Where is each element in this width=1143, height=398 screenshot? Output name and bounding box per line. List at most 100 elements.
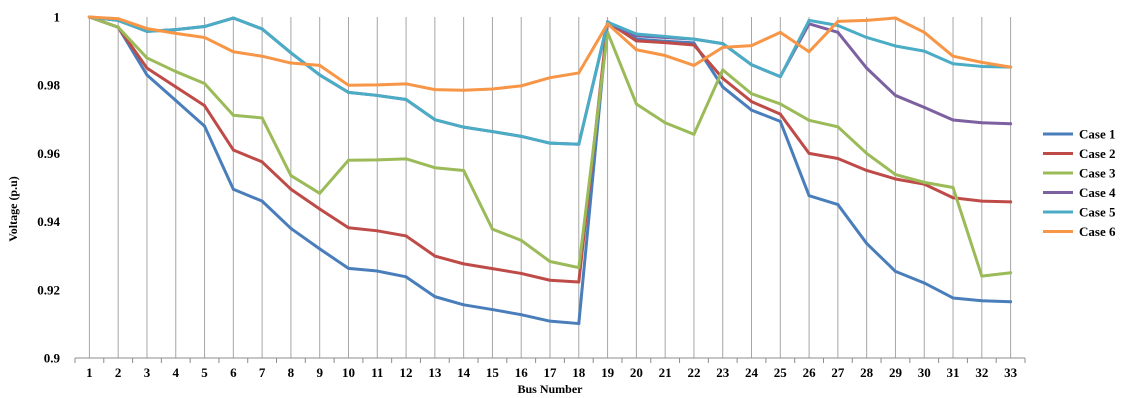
data-point: [318, 63, 322, 67]
data-point: [490, 227, 494, 231]
data-point: [951, 296, 955, 300]
data-point: [663, 121, 667, 125]
data-point: [375, 83, 379, 87]
data-point: [548, 76, 552, 80]
data-point: [346, 226, 350, 230]
data-point: [203, 25, 207, 29]
data-point: [174, 99, 178, 103]
data-point: [433, 88, 437, 92]
x-tick-label: 28: [860, 365, 874, 380]
data-point: [1009, 300, 1013, 304]
data-point: [289, 61, 293, 65]
data-point: [203, 124, 207, 128]
data-point: [980, 60, 984, 64]
data-point: [145, 56, 149, 60]
data-point: [289, 226, 293, 230]
data-point: [721, 68, 725, 72]
data-point: [951, 118, 955, 122]
x-tick-label: 32: [975, 365, 988, 380]
data-point: [174, 85, 178, 89]
data-point: [750, 92, 754, 96]
x-tick-label: 9: [316, 365, 323, 380]
data-point: [375, 158, 379, 162]
data-point: [893, 93, 897, 97]
x-tick-label: 25: [774, 365, 788, 380]
data-point: [750, 100, 754, 104]
data-point: [519, 313, 523, 317]
data-point: [433, 166, 437, 170]
data-point: [634, 48, 638, 52]
y-tick-label: 0.96: [37, 146, 60, 161]
data-point: [721, 85, 725, 89]
data-point: [231, 50, 235, 54]
x-tick-label: 14: [457, 365, 471, 380]
x-tick-label: 29: [889, 365, 903, 380]
data-point: [462, 303, 466, 307]
data-point: [893, 173, 897, 177]
data-point: [865, 18, 869, 22]
data-point: [174, 31, 178, 35]
data-point: [260, 54, 264, 58]
x-tick-labels: 1 2 3 4 5 6 7 8 9 10 11 12 13 14 15 16 17 18 19 20 21 22 23 24 2…: [86, 365, 1017, 380]
x-tick-label: 11: [371, 365, 383, 380]
data-point: [778, 102, 782, 106]
data-point: [922, 49, 926, 53]
data-point: [519, 238, 523, 242]
data-point: [865, 35, 869, 39]
x-tick-label: 2: [115, 365, 122, 380]
data-point: [116, 17, 120, 21]
data-point: [1009, 200, 1013, 204]
y-tick-labels: 0.9 0.92 0.94 0.96 0.98 1: [37, 10, 60, 366]
data-point: [577, 142, 581, 146]
data-point: [231, 148, 235, 152]
data-point: [203, 104, 207, 108]
data-point: [490, 87, 494, 91]
x-tick-label: 23: [716, 365, 730, 380]
data-point: [404, 82, 408, 86]
data-point: [462, 168, 466, 172]
data-point: [721, 76, 725, 80]
data-point: [260, 116, 264, 120]
x-tick-label: 31: [947, 365, 960, 380]
data-point: [1009, 271, 1013, 275]
data-point: [548, 278, 552, 282]
data-point: [778, 30, 782, 34]
legend-item: Case 3: [1043, 166, 1116, 181]
legend-label: Case 1: [1079, 127, 1115, 142]
x-tick-label: 3: [144, 365, 151, 380]
data-point: [260, 160, 264, 164]
data-point: [893, 44, 897, 48]
data-point: [231, 16, 235, 20]
series-5: [87, 15, 1013, 146]
x-tick-label: 13: [428, 365, 442, 380]
data-point: [548, 259, 552, 263]
data-point: [577, 322, 581, 326]
data-point: [145, 66, 149, 70]
legend-item: Case 5: [1043, 205, 1116, 220]
data-point: [462, 88, 466, 92]
data-point: [980, 274, 984, 278]
data-point: [318, 247, 322, 251]
x-tick-label: 8: [288, 365, 295, 380]
data-point: [577, 280, 581, 284]
data-point: [750, 63, 754, 67]
legend-label: Case 2: [1079, 146, 1115, 161]
data-point: [951, 186, 955, 189]
data-point: [836, 24, 840, 28]
data-point: [375, 93, 379, 97]
series-2: [87, 15, 1013, 284]
data-point: [951, 196, 955, 200]
data-point: [318, 191, 322, 195]
x-tick-label: 20: [630, 365, 643, 380]
data-point: [203, 81, 207, 85]
data-point: [893, 269, 897, 273]
legend-item: Case 1: [1043, 127, 1115, 142]
data-point: [375, 229, 379, 233]
data-point: [980, 64, 984, 68]
data-point: [836, 30, 840, 34]
x-tick-label: 17: [544, 365, 558, 380]
data-point: [663, 54, 667, 58]
data-point: [231, 113, 235, 117]
data-point: [750, 44, 754, 48]
legend: Case 1 Case 2 Case 3 Case 4 Case 5 Case 6: [1043, 127, 1116, 239]
